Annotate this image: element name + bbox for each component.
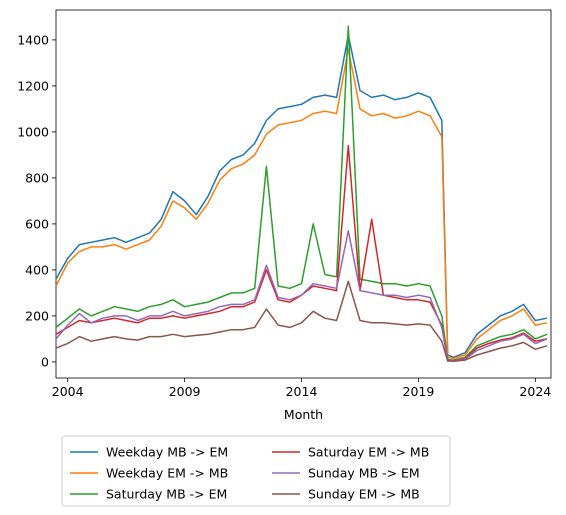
legend-box (61, 435, 451, 507)
legend: Weekday MB -> EM Weekday EM -> MB Saturday… (61, 435, 451, 507)
series-line-2 (55, 48, 548, 360)
y-tick-label: 800 (25, 170, 49, 185)
plot-frame (55, 9, 552, 379)
series-line-5 (55, 230, 548, 362)
legend-label-3: Saturday MB -> EM (106, 487, 227, 502)
x-tick-label: 2004 (52, 384, 84, 399)
y-tick-label: 1000 (17, 124, 49, 139)
x-tick-label: 2019 (403, 384, 435, 399)
x-tick-label: 2014 (286, 384, 318, 399)
series-line-3 (55, 25, 548, 361)
plot-area (55, 9, 552, 379)
x-axis-label: Month (284, 407, 323, 422)
series-line-6 (55, 280, 548, 362)
y-tick-label: 0 (41, 354, 49, 369)
series-layer (55, 25, 548, 362)
y-tick-label: 600 (25, 216, 49, 231)
series-line-1 (55, 34, 548, 359)
legend-label-1: Weekday MB -> EM (106, 445, 228, 460)
legend-label-4: Saturday EM -> MB (308, 445, 429, 460)
x-axis: 2004 2009 2014 2019 2024 (52, 378, 551, 399)
y-tick-label: 400 (25, 262, 49, 277)
legend-label-2: Weekday EM -> MB (106, 466, 228, 481)
series-line-4 (55, 144, 548, 362)
y-tick-label: 1400 (17, 32, 49, 47)
legend-label-5: Sunday MB -> EM (308, 466, 420, 481)
x-tick-label: 2024 (519, 384, 551, 399)
legend-label-6: Sunday EM -> MB (308, 487, 420, 502)
x-tick-label: 2009 (169, 384, 201, 399)
y-tick-label: 1200 (17, 78, 49, 93)
y-tick-label: 200 (25, 308, 49, 323)
y-axis: 0 200 400 600 800 1000 1200 1400 (17, 32, 56, 369)
